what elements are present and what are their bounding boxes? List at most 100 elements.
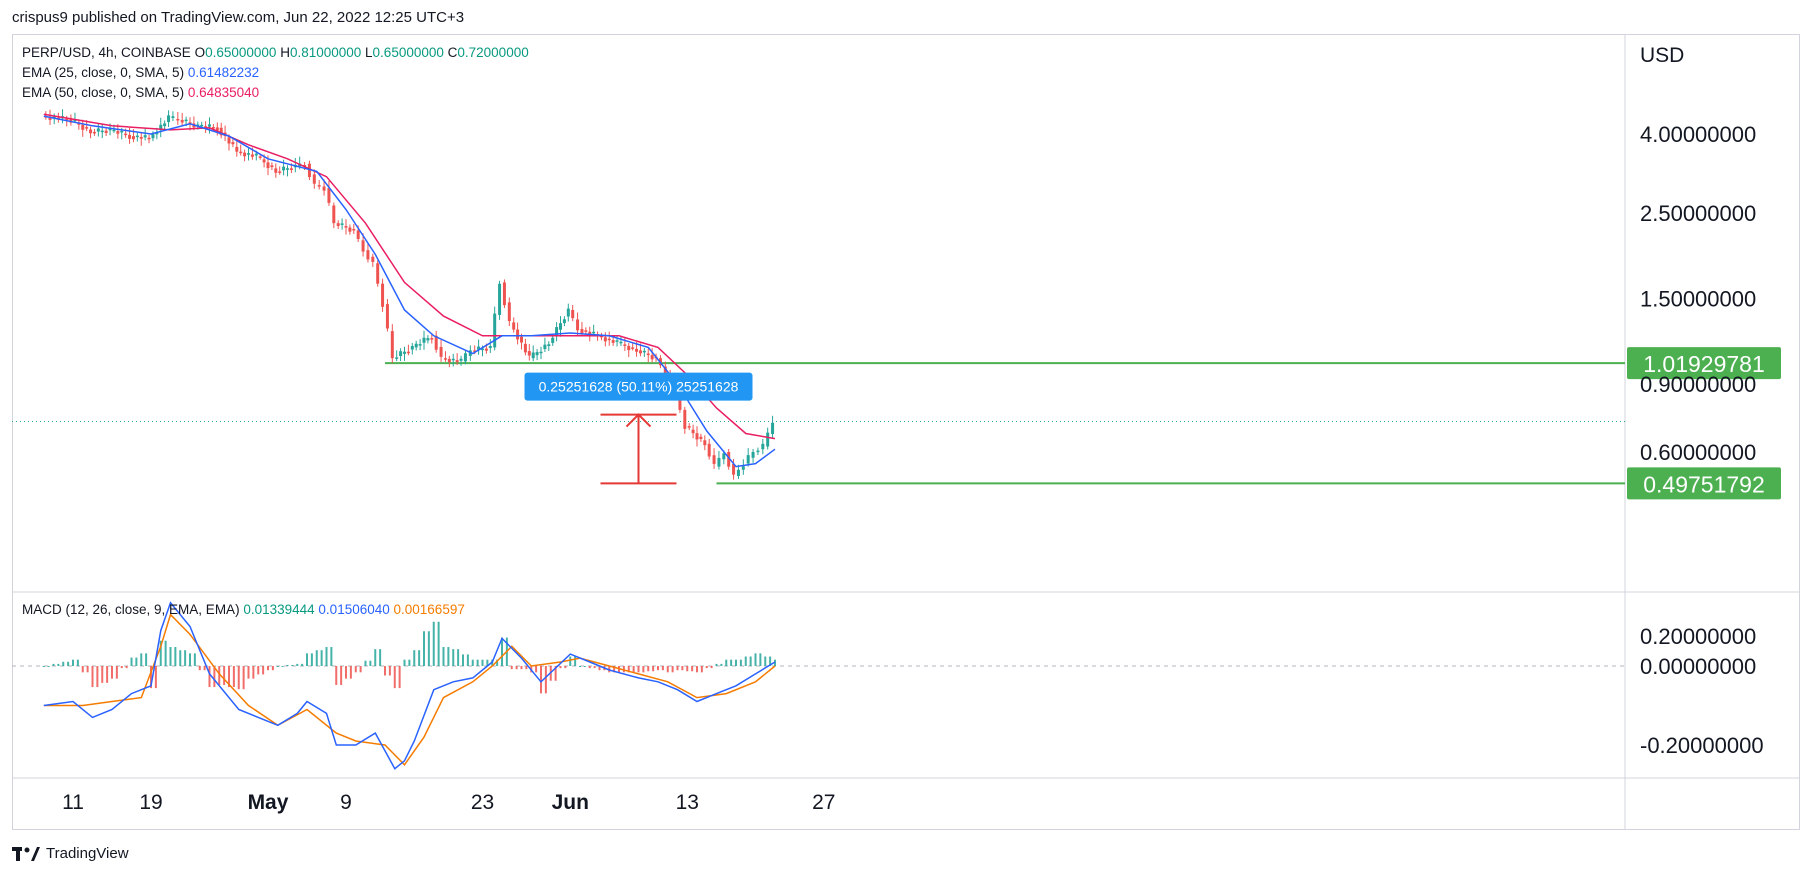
candle-body [303,164,307,167]
candle-body [507,302,511,322]
macd-histogram-bar [111,666,113,679]
candle-body [227,137,231,144]
candle-body [85,127,89,129]
macd-histogram-bar [320,650,323,666]
candle-body [399,351,403,357]
macd-histogram-bar [393,666,396,689]
macd-histogram-bar [125,666,128,669]
macd-histogram-bar [583,666,586,667]
macd-histogram-bar [637,666,640,673]
candle-body [184,119,188,122]
legend-ohlc: PERP/USD, 4h, COINBASE O0.65000000 H0.81… [22,45,529,60]
macd-histogram-bar [67,661,70,666]
macd-histogram-bar [101,666,104,683]
candle-body [484,348,488,351]
macd-histogram-bar [388,666,391,676]
macd-histogram-bar [335,666,338,685]
tradingview-logo-icon [12,846,40,861]
macd-histogram-bar [164,640,167,666]
macd-histogram-bar [671,666,674,673]
macd-histogram-bar [535,666,538,673]
x-tick-label: May [248,791,289,814]
candle-body [286,168,289,170]
macd-histogram-bar [369,660,372,666]
macd-histogram-bar [349,666,352,679]
macd-histogram-bar [437,621,440,666]
macd-histogram-bar [486,659,489,666]
macd-y-tick-label: -0.20000000 [1640,733,1764,758]
macd-histogram-bar [442,647,445,666]
candle-body [414,343,418,348]
macd-histogram-bar [408,659,411,666]
macd-histogram-bar [739,659,742,666]
macd-histogram-bar [627,666,630,673]
measure-label: 0.25251628 (50.11%) 25251628 [539,379,739,395]
candle-body [381,283,385,307]
candle-body [385,304,389,329]
macd-histogram-bar [306,653,308,666]
macd-histogram-bar [705,666,708,669]
macd-histogram-bar [203,666,206,671]
macd-histogram-bar [247,666,250,679]
macd-histogram-bar [271,666,274,671]
candle-body [663,366,667,377]
candle-body [451,358,455,361]
macd-histogram-bar [159,640,162,666]
candle-body [406,351,410,354]
macd-histogram-bar [169,647,172,666]
macd-histogram-bar [466,654,469,666]
y-tick-label: 0.20000000 [1640,624,1756,649]
macd-histogram-bar [91,666,94,688]
macd-histogram-bar [86,666,89,673]
macd-histogram-bar [579,666,581,667]
macd-histogram-bar [564,666,567,669]
macd-histogram-bar [647,666,650,672]
candle-body [722,453,726,460]
candle-body [459,358,463,361]
candle-body [247,153,250,155]
candle-body [443,358,447,360]
macd-histogram-bar [179,650,182,666]
candle-body [371,256,375,262]
macd-histogram-bar [242,666,245,690]
measure-arrowhead [625,413,652,428]
tradingview-logo-text: TradingView [46,845,129,862]
candle-body [543,344,547,350]
macd-histogram-bar [496,659,499,666]
legend-ema25: EMA (25, close, 0, SMA, 5) 0.61482232 [22,65,260,80]
candle-body [200,124,204,127]
macd-histogram-bar [476,659,479,666]
macd-histogram-bar [749,656,752,666]
candle-body [623,344,627,346]
chart-frame[interactable] [12,34,1800,830]
candle-body [756,450,760,453]
candle-body [235,146,239,152]
macd-histogram-bar [554,666,557,681]
macd-histogram-bar [115,666,118,679]
candle-body [732,463,736,475]
macd-histogram-bar [96,666,99,688]
candle-body [112,129,116,132]
candle-body [502,282,506,306]
macd-histogram-bar [769,656,772,666]
candle-body [289,168,293,170]
candle-body [52,116,56,118]
macd-histogram-bar [120,666,123,669]
macd-histogram-bar [759,653,762,666]
candle-body [128,134,132,139]
candle-body [523,343,527,353]
candle-body [176,118,180,121]
candle-body [498,283,502,315]
y-tick-label: 1.50000000 [1640,286,1756,311]
macd-histogram-bar [359,666,362,673]
macd-histogram-bar [296,663,299,666]
measure-tool: 0.25251628 (50.11%) 25251628 [524,372,753,485]
y-tick-label: 0.60000000 [1640,440,1756,465]
tradingview-logo[interactable]: TradingView [12,845,129,862]
macd-histogram-bar [174,647,177,666]
candle-body [100,130,104,133]
candle-body [473,350,477,352]
macd-histogram-bar [652,666,655,672]
price-label-box [1627,467,1781,500]
